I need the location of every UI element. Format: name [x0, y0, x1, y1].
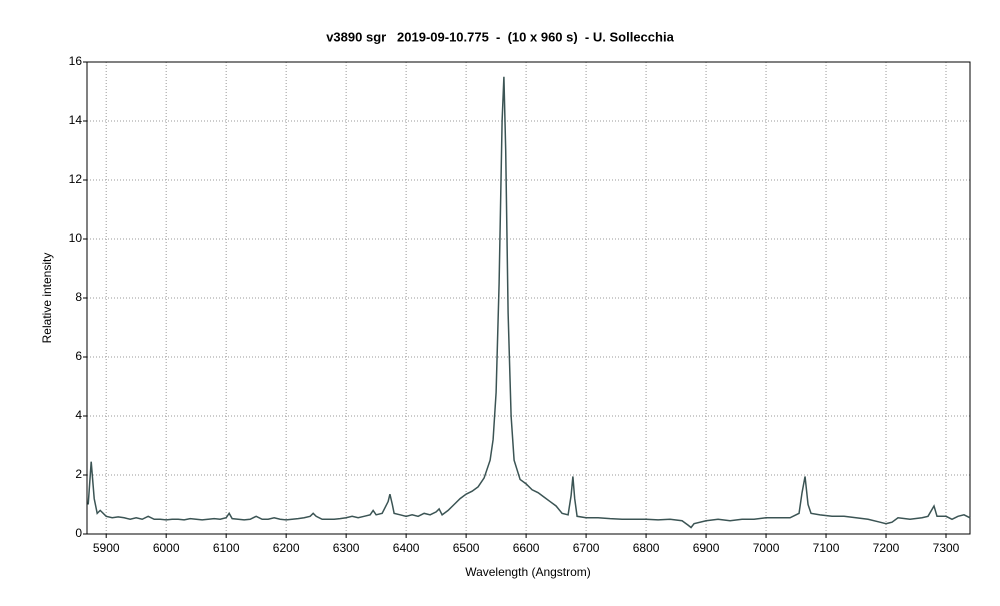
- y-tick-label: 2: [75, 467, 82, 481]
- x-tick-label: 6400: [393, 541, 420, 555]
- x-tick-label: 6300: [333, 541, 360, 555]
- x-tick-label: 6100: [213, 541, 240, 555]
- chart-title: v3890 sgr 2019-09-10.775 - (10 x 960 s) …: [326, 29, 674, 44]
- x-axis-label: Wavelength (Angstrom): [465, 565, 591, 579]
- y-tick-label: 6: [75, 349, 82, 363]
- x-tick-label: 5900: [93, 541, 120, 555]
- x-tick-label: 6500: [453, 541, 480, 555]
- x-tick-label: 6700: [573, 541, 600, 555]
- x-tick-label: 6000: [153, 541, 180, 555]
- x-tick-label: 7300: [933, 541, 960, 555]
- y-tick-label: 0: [75, 526, 82, 540]
- x-tick-label: 6200: [273, 541, 300, 555]
- x-tick-label: 6600: [513, 541, 540, 555]
- x-tick-label: 6800: [633, 541, 660, 555]
- y-tick-label: 4: [75, 408, 82, 422]
- y-tick-label: 12: [69, 172, 83, 186]
- y-tick-label: 16: [69, 54, 83, 68]
- plot-frame: [86, 61, 971, 535]
- spectrum-line: [87, 76, 971, 529]
- x-tick-label: 7200: [873, 541, 900, 555]
- x-tick-label: 7000: [753, 541, 780, 555]
- y-tick-label: 14: [69, 113, 83, 127]
- y-tick-label: 10: [69, 231, 83, 245]
- x-tick-label: 6900: [693, 541, 720, 555]
- y-axis-label: Relative intensity: [40, 253, 54, 344]
- y-tick-label: 8: [75, 290, 82, 304]
- x-tick-label: 7100: [813, 541, 840, 555]
